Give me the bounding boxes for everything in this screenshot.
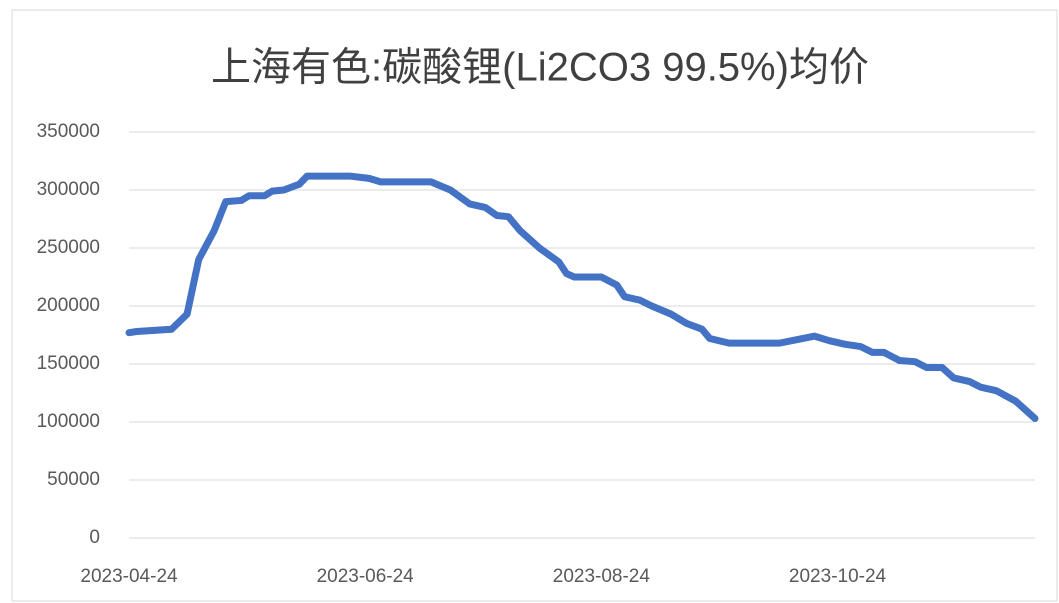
y-tick-label: 300000 <box>37 179 100 200</box>
x-tick-label: 2023-04-24 <box>80 566 178 587</box>
x-tick-label: 2023-10-24 <box>789 566 887 587</box>
y-tick-label: 0 <box>89 527 100 548</box>
y-tick-label: 100000 <box>37 411 100 432</box>
x-tick-label: 2023-06-24 <box>317 566 415 587</box>
chart-title: 上海有色:碳酸锂(Li2CO3 99.5%)均价 <box>211 46 869 90</box>
y-tick-label: 50000 <box>47 469 100 490</box>
y-tick-label: 150000 <box>37 353 100 374</box>
y-tick-label: 350000 <box>37 121 100 142</box>
x-tick-label: 2023-08-24 <box>553 566 651 587</box>
data-line <box>125 172 1039 423</box>
y-tick-label: 250000 <box>37 237 100 258</box>
y-tick-label: 200000 <box>37 295 100 316</box>
